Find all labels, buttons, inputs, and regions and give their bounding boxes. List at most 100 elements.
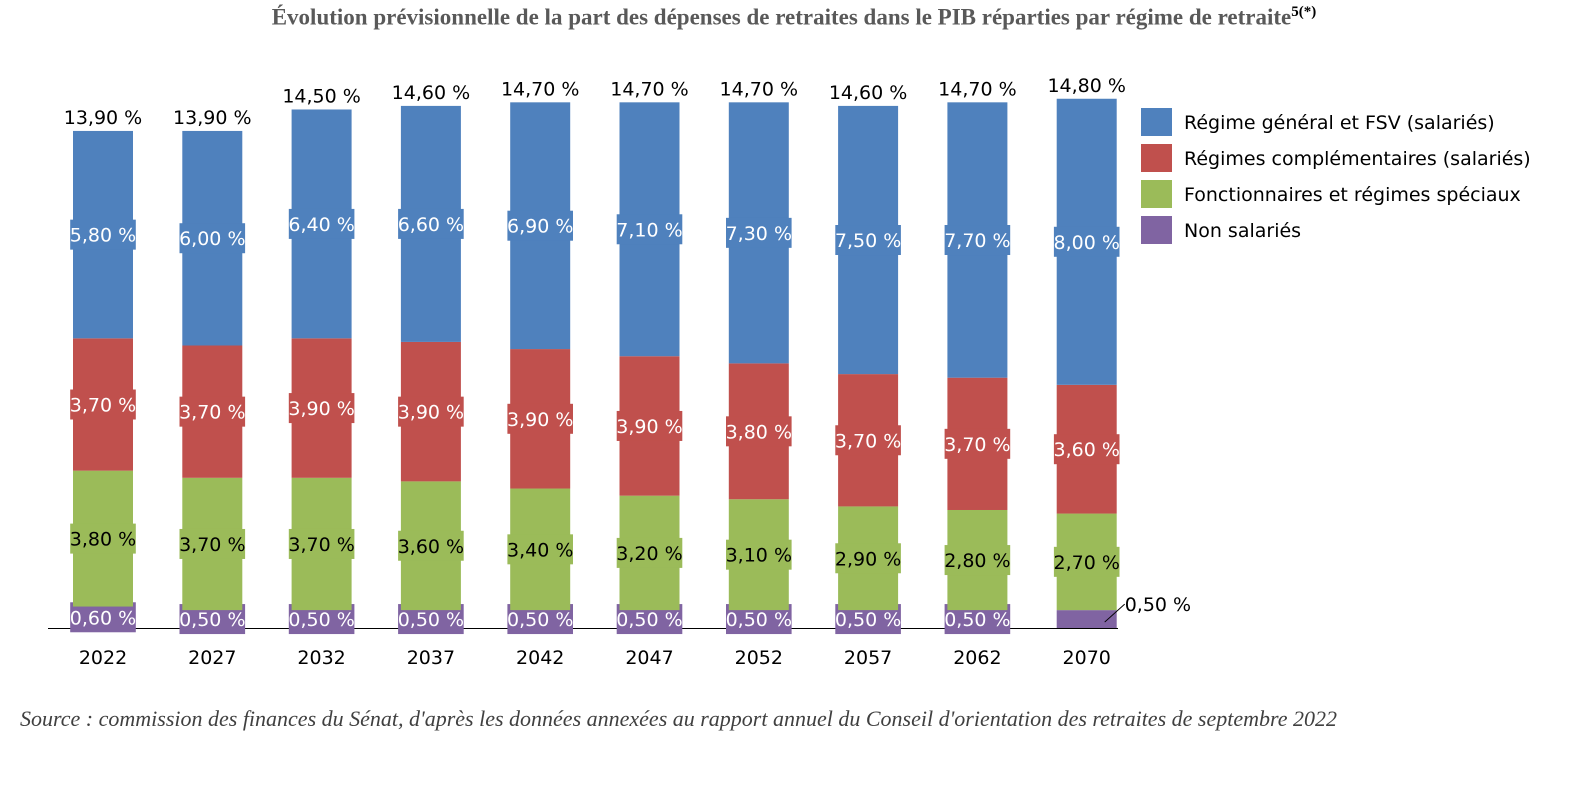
data-label: 5,80 % [70, 225, 136, 247]
legend-swatch [1141, 180, 1172, 208]
data-label: 3,90 % [288, 398, 354, 420]
x-tick-label: 2062 [953, 647, 1001, 669]
data-label: 3,70 % [179, 534, 245, 556]
data-label-box [288, 528, 355, 559]
x-tick-label: 2042 [516, 647, 564, 669]
total-label: 14,70 % [938, 78, 1017, 100]
data-label-box [944, 428, 1011, 459]
legend-label: Régime général et FSV (salariés) [1184, 112, 1495, 134]
data-label-box [70, 219, 136, 250]
total-label: 14,60 % [392, 82, 471, 104]
data-label: 0,50 % [507, 609, 573, 631]
data-label-box [726, 416, 792, 447]
x-tick-label: 2052 [735, 647, 783, 669]
data-label-box [1053, 226, 1120, 257]
data-label: 7,70 % [944, 230, 1010, 252]
data-label-box [944, 545, 1011, 576]
x-tick-label: 2057 [844, 647, 892, 669]
data-label-box [1053, 434, 1120, 465]
data-label-box [944, 225, 1011, 256]
x-tick-label: 2032 [297, 647, 345, 669]
data-label-box [835, 225, 901, 256]
data-label: 0,50 % [726, 609, 792, 631]
bar-segment [1056, 610, 1117, 628]
x-tick-label: 2047 [625, 647, 673, 669]
x-tick-label: 2070 [1063, 647, 1111, 669]
legend-swatch [1141, 108, 1172, 136]
data-label: 3,70 % [70, 395, 136, 417]
data-label-box [726, 539, 792, 570]
footnote-reference[interactable]: 5(*) [1291, 4, 1317, 20]
data-label: 3,10 % [726, 545, 792, 567]
legend-label: Régimes complémentaires (salariés) [1184, 148, 1531, 170]
data-label: 3,80 % [726, 421, 792, 443]
data-label: 0,50 % [616, 609, 682, 631]
data-label: 0,60 % [70, 607, 136, 629]
data-label: 0,50 % [1125, 594, 1191, 616]
data-label: 0,50 % [288, 609, 354, 631]
data-label: 3,70 % [835, 430, 901, 452]
data-label: 3,80 % [70, 529, 136, 551]
total-label: 14,50 % [282, 85, 361, 107]
data-label-box [398, 530, 464, 561]
x-tick-label: 2037 [407, 647, 455, 669]
data-label-box [835, 425, 901, 456]
data-label-box [179, 223, 246, 254]
data-label: 2,90 % [835, 548, 901, 570]
total-label: 14,60 % [829, 82, 908, 104]
legend-swatch [1141, 216, 1172, 244]
data-label-box [1053, 546, 1120, 577]
stacked-bar-chart: 0,60 % 3,80 % 3,70 % 5,80 % 13,90 % 2022 0,50 … [48, 75, 1531, 669]
data-label-box [616, 410, 683, 441]
data-label-box [70, 602, 136, 633]
data-label: 3,90 % [616, 416, 682, 438]
data-label: 0,50 % [944, 609, 1010, 631]
data-label-box [726, 217, 792, 248]
source-note: Source : commission des finances du Séna… [20, 706, 1337, 731]
data-label: 6,00 % [179, 228, 245, 250]
data-label-box [288, 208, 355, 239]
legend-label: Non salariés [1184, 220, 1301, 242]
data-label: 3,40 % [507, 539, 573, 561]
data-label: 7,30 % [726, 223, 792, 245]
total-label: 13,90 % [64, 107, 143, 129]
data-label-box [288, 393, 355, 424]
data-label-box [398, 208, 464, 239]
data-label-box [398, 396, 464, 427]
legend-swatch [1141, 144, 1172, 172]
total-label: 14,70 % [720, 78, 799, 100]
x-tick-label: 2027 [188, 647, 236, 669]
data-label: 3,70 % [179, 402, 245, 424]
data-label-box [179, 528, 246, 559]
legend-label: Fonctionnaires et régimes spéciaux [1184, 184, 1521, 206]
data-label: 3,90 % [398, 402, 464, 424]
data-label: 3,70 % [944, 434, 1010, 456]
data-label: 3,20 % [616, 543, 682, 565]
data-label: 6,90 % [507, 216, 573, 238]
data-label: 7,10 % [616, 219, 682, 241]
data-label-box [507, 403, 573, 434]
data-label: 6,40 % [288, 214, 354, 236]
data-label-box [507, 534, 573, 565]
data-label: 0,50 % [398, 609, 464, 631]
total-label: 14,70 % [501, 78, 580, 100]
data-label: 0,50 % [835, 609, 901, 631]
data-label-box [179, 396, 246, 427]
data-label: 6,60 % [398, 214, 464, 236]
data-label-box [507, 210, 573, 241]
data-label-box [70, 523, 136, 554]
total-label: 13,90 % [173, 107, 252, 129]
x-tick-label: 2022 [79, 647, 127, 669]
chart-title-text: Évolution prévisionnelle de la part des … [271, 4, 1292, 30]
data-label-box [616, 214, 683, 245]
total-label: 14,80 % [1047, 75, 1126, 97]
data-label: 3,60 % [398, 536, 464, 558]
data-label-box [616, 537, 683, 568]
data-label: 7,50 % [835, 230, 901, 252]
leader-line [1104, 603, 1126, 623]
data-label: 3,60 % [1053, 439, 1119, 461]
data-label: 3,70 % [288, 534, 354, 556]
total-label: 14,70 % [610, 78, 689, 100]
data-label: 2,80 % [944, 550, 1010, 572]
data-label: 3,90 % [507, 409, 573, 431]
